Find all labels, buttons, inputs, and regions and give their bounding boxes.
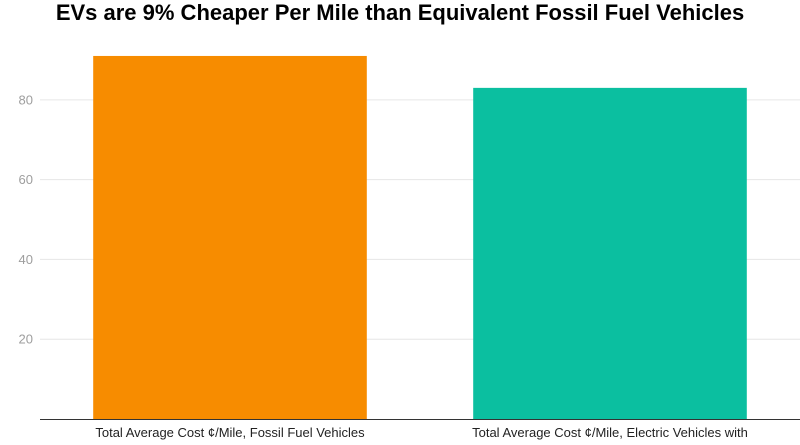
bar-2 [473,87,747,419]
y-tick-label-60: 60 [19,172,33,187]
bar-1 [93,55,367,420]
y-tick-label-80: 80 [19,92,33,107]
chart-title: EVs are 9% Cheaper Per Mile than Equival… [55,0,745,25]
y-tick-label-40: 40 [19,252,33,267]
x-category-label-2: Total Average Cost ¢/Mile, Electric Vehi… [472,425,748,440]
x-category-label-1: Total Average Cost ¢/Mile, Fossil Fuel V… [95,425,365,440]
x-axis-labels: Total Average Cost ¢/Mile, Fossil Fuel V… [95,425,748,440]
bars [93,55,747,420]
y-tick-label-20: 20 [19,332,33,347]
y-axis-ticks: 20 40 60 80 [19,92,33,346]
